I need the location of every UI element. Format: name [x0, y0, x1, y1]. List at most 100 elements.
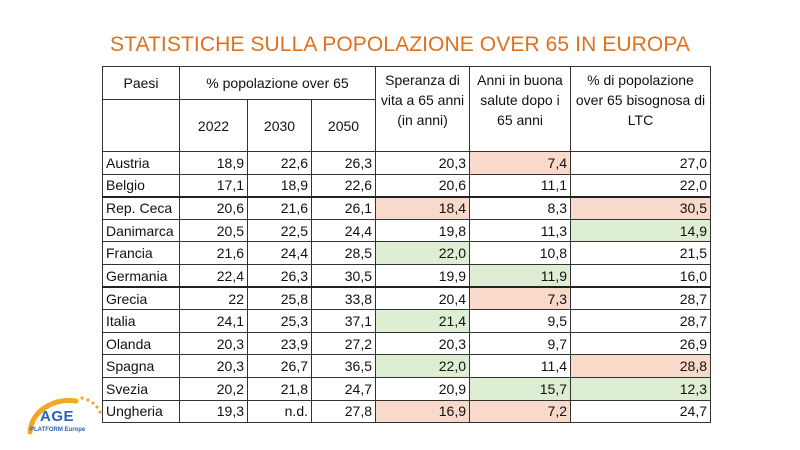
header-year-2030: 2030	[247, 99, 312, 152]
value-ltc: 12,3	[570, 376, 711, 401]
table-row: Grecia 22 25,8 33,8 20,4 7,3 28,7	[102, 286, 711, 311]
table-row: Ungheria 19,3 n.d. 27,8 16,9 7,2 24,7	[102, 399, 711, 424]
value-2030: 22,6	[247, 151, 312, 175]
logo-text-main: AGE	[40, 408, 75, 425]
age-platform-logo-icon	[27, 396, 102, 435]
value-ltc: 28,7	[570, 309, 711, 333]
value-healthy-years: 11,9	[469, 263, 571, 288]
value-2050: 27,8	[311, 399, 376, 424]
value-2022: 20,2	[179, 376, 248, 401]
value-healthy-years: 8,3	[469, 195, 571, 220]
table-row: Austria 18,9 22,6 26,3 20,3 7,4 27,0	[102, 151, 711, 175]
table-row: Francia 21,6 24,4 28,5 22,0 10,8 21,5	[102, 241, 711, 265]
value-healthy-years: 7,3	[469, 286, 571, 311]
country-name: Rep. Ceca	[102, 195, 180, 220]
value-life-expectancy: 19,9	[375, 263, 470, 288]
value-2022: 22	[179, 286, 248, 311]
logo-text-sub: PLATFORM Europe	[30, 427, 86, 433]
value-life-expectancy: 20,6	[375, 173, 470, 198]
value-life-expectancy: 16,9	[375, 399, 470, 424]
value-ltc: 22,0	[570, 173, 711, 198]
value-ltc: 14,9	[570, 218, 711, 243]
value-2050: 33,8	[311, 286, 376, 311]
country-name: Francia	[102, 241, 180, 265]
value-2022: 20,3	[179, 331, 248, 356]
value-2050: 26,3	[311, 151, 376, 175]
value-healthy-years: 7,2	[469, 399, 571, 424]
value-life-expectancy: 20,3	[375, 151, 470, 175]
header-healthy-years: Anni in buona salute dopo i 65 anni	[469, 66, 571, 152]
country-name: Belgio	[102, 173, 180, 198]
value-2030: 22,5	[247, 218, 312, 243]
value-2050: 24,4	[311, 218, 376, 243]
value-2050: 36,5	[311, 354, 376, 378]
table-row: Danimarca 20,5 22,5 24,4 19,8 11,3 14,9	[102, 218, 711, 243]
page-title: STATISTICHE SULLA POPOLAZIONE OVER 65 IN…	[109, 33, 690, 56]
value-2030: 21,6	[247, 195, 312, 220]
value-2022: 24,1	[179, 309, 248, 333]
value-2022: 20,5	[179, 218, 248, 243]
value-life-expectancy: 22,0	[375, 241, 470, 265]
value-2030: 18,9	[247, 173, 312, 198]
value-ltc: 28,8	[570, 354, 711, 378]
value-ltc: 30,5	[570, 195, 711, 220]
value-2050: 30,5	[311, 263, 376, 288]
value-2022: 18,9	[179, 151, 248, 175]
header-country-blank	[102, 99, 180, 152]
country-name: Grecia	[102, 286, 180, 311]
value-healthy-years: 10,8	[469, 241, 571, 265]
value-healthy-years: 11,3	[469, 218, 571, 243]
table-row: Spagna 20,3 26,7 36,5 22,0 11,4 28,8	[102, 354, 711, 378]
value-healthy-years: 15,7	[469, 376, 571, 401]
table-row: Italia 24,1 25,3 37,1 21,4 9,5 28,7	[102, 309, 711, 333]
value-2030: 25,8	[247, 286, 312, 311]
value-life-expectancy: 20,3	[375, 331, 470, 356]
value-2022: 20,3	[179, 354, 248, 378]
value-life-expectancy: 22,0	[375, 354, 470, 378]
value-life-expectancy: 20,4	[375, 286, 470, 311]
value-2050: 37,1	[311, 309, 376, 333]
value-2022: 20,6	[179, 195, 248, 220]
value-2022: 17,1	[179, 173, 248, 198]
header-year-2050: 2050	[311, 99, 376, 152]
value-2030: 21,8	[247, 376, 312, 401]
table-row: Olanda 20,3 23,9 27,2 20,3 9,7 26,9	[102, 331, 711, 356]
header-pct-group: % popolazione over 65	[179, 66, 376, 100]
value-2022: 19,3	[179, 399, 248, 424]
header-ltc: % di popolazione over 65 bisognosa di LT…	[570, 66, 711, 152]
value-2030: 26,7	[247, 354, 312, 378]
value-2030: 26,3	[247, 263, 312, 288]
value-life-expectancy: 18,4	[375, 195, 470, 220]
header-year-2022: 2022	[179, 99, 248, 152]
value-life-expectancy: 19,8	[375, 218, 470, 243]
table-row: Germania 22,4 26,3 30,5 19,9 11,9 16,0	[102, 263, 711, 288]
value-healthy-years: 7,4	[469, 151, 571, 175]
country-name: Germania	[102, 263, 180, 288]
value-life-expectancy: 21,4	[375, 309, 470, 333]
value-life-expectancy: 20,9	[375, 376, 470, 401]
value-2050: 26,1	[311, 195, 376, 220]
value-2030: n.d.	[247, 399, 312, 424]
value-2050: 24,7	[311, 376, 376, 401]
table-row: Svezia 20,2 21,8 24,7 20,9 15,7 12,3	[102, 376, 711, 401]
value-2022: 22,4	[179, 263, 248, 288]
value-2050: 28,5	[311, 241, 376, 265]
country-name: Danimarca	[102, 218, 180, 243]
value-2050: 22,6	[311, 173, 376, 198]
value-2030: 25,3	[247, 309, 312, 333]
value-ltc: 24,7	[570, 399, 711, 424]
value-ltc: 26,9	[570, 331, 711, 356]
value-ltc: 28,7	[570, 286, 711, 311]
country-name: Olanda	[102, 331, 180, 356]
header-country: Paesi	[102, 66, 180, 100]
country-name: Spagna	[102, 354, 180, 378]
table-row: Belgio 17,1 18,9 22,6 20,6 11,1 22,0	[102, 173, 711, 198]
table-row: Rep. Ceca 20,6 21,6 26,1 18,4 8,3 30,5	[102, 195, 711, 220]
value-ltc: 27,0	[570, 151, 711, 175]
value-2030: 24,4	[247, 241, 312, 265]
value-healthy-years: 9,7	[469, 331, 571, 356]
country-name: Austria	[102, 151, 180, 175]
value-ltc: 21,5	[570, 241, 711, 265]
value-2030: 23,9	[247, 331, 312, 356]
country-name: Italia	[102, 309, 180, 333]
